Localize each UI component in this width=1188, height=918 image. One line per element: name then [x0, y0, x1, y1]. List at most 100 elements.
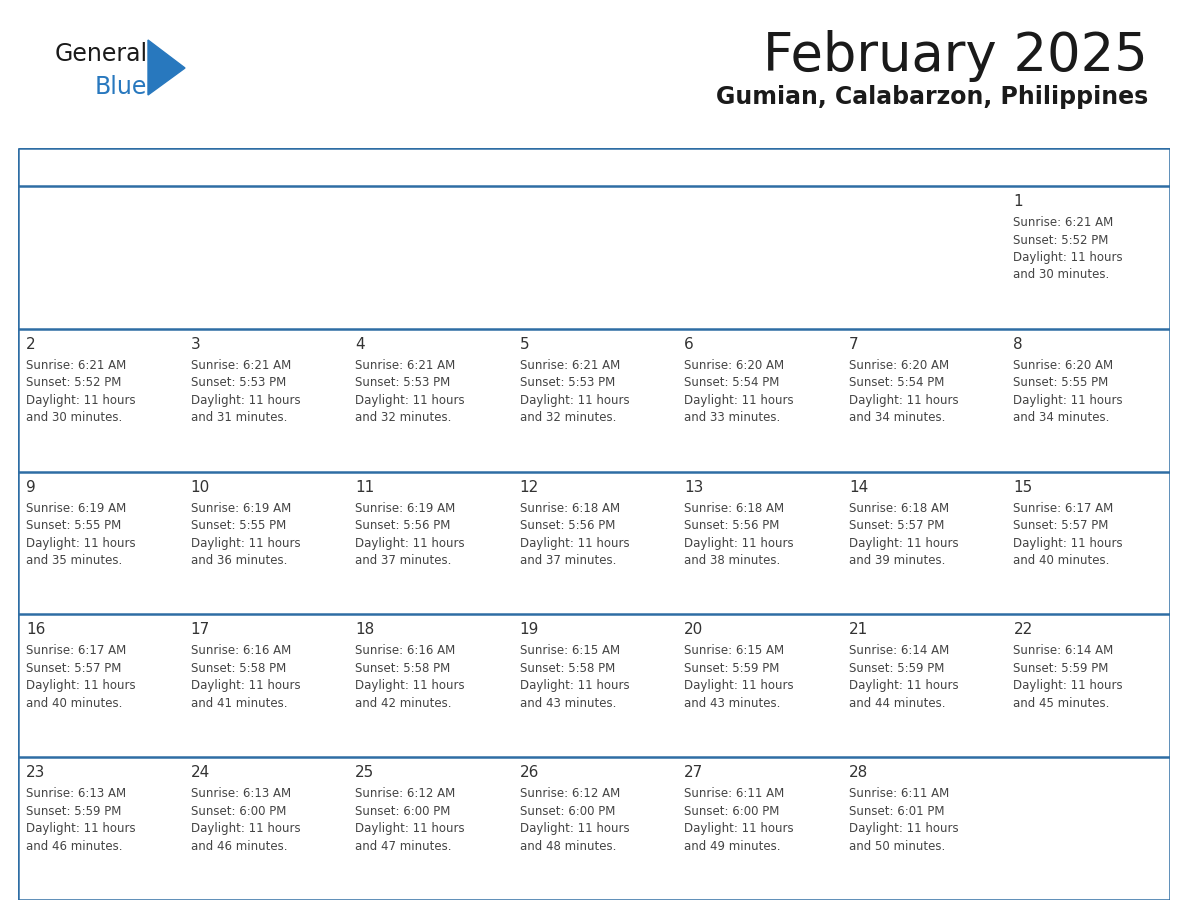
Text: Gumian, Calabarzon, Philippines: Gumian, Calabarzon, Philippines — [715, 85, 1148, 109]
Text: Sunrise: 6:13 AM: Sunrise: 6:13 AM — [26, 788, 126, 800]
Text: 14: 14 — [849, 479, 868, 495]
Text: Daylight: 11 hours: Daylight: 11 hours — [355, 823, 465, 835]
Text: and 36 minutes.: and 36 minutes. — [190, 554, 287, 567]
Text: and 37 minutes.: and 37 minutes. — [519, 554, 617, 567]
Text: 5: 5 — [519, 337, 530, 352]
Text: and 37 minutes.: and 37 minutes. — [355, 554, 451, 567]
Text: Daylight: 11 hours: Daylight: 11 hours — [26, 823, 135, 835]
Text: Sunset: 5:55 PM: Sunset: 5:55 PM — [26, 519, 121, 532]
Text: 20: 20 — [684, 622, 703, 637]
Text: and 31 minutes.: and 31 minutes. — [190, 411, 287, 424]
Text: Sunset: 5:56 PM: Sunset: 5:56 PM — [684, 519, 779, 532]
Text: and 43 minutes.: and 43 minutes. — [684, 697, 781, 710]
Text: Daylight: 11 hours: Daylight: 11 hours — [190, 679, 301, 692]
Text: and 44 minutes.: and 44 minutes. — [849, 697, 946, 710]
Text: Sunset: 5:58 PM: Sunset: 5:58 PM — [190, 662, 286, 675]
Text: 1: 1 — [1013, 194, 1023, 209]
Text: Sunset: 5:59 PM: Sunset: 5:59 PM — [1013, 662, 1108, 675]
Text: 7: 7 — [849, 337, 859, 352]
Text: Sunset: 5:57 PM: Sunset: 5:57 PM — [849, 519, 944, 532]
Text: Daylight: 11 hours: Daylight: 11 hours — [26, 537, 135, 550]
Text: and 33 minutes.: and 33 minutes. — [684, 411, 781, 424]
Text: Daylight: 11 hours: Daylight: 11 hours — [519, 679, 630, 692]
Text: Sunrise: 6:21 AM: Sunrise: 6:21 AM — [519, 359, 620, 372]
Text: Sunrise: 6:18 AM: Sunrise: 6:18 AM — [519, 501, 620, 515]
Text: Daylight: 11 hours: Daylight: 11 hours — [849, 394, 959, 407]
Text: and 41 minutes.: and 41 minutes. — [190, 697, 287, 710]
Text: Sunset: 5:57 PM: Sunset: 5:57 PM — [1013, 519, 1108, 532]
Text: Daylight: 11 hours: Daylight: 11 hours — [849, 679, 959, 692]
Text: and 32 minutes.: and 32 minutes. — [355, 411, 451, 424]
Text: 22: 22 — [1013, 622, 1032, 637]
Text: 3: 3 — [190, 337, 201, 352]
Text: Saturday: Saturday — [1016, 158, 1097, 173]
Text: Daylight: 11 hours: Daylight: 11 hours — [684, 823, 794, 835]
Text: Sunset: 5:52 PM: Sunset: 5:52 PM — [1013, 233, 1108, 247]
Text: Sunset: 5:55 PM: Sunset: 5:55 PM — [1013, 376, 1108, 389]
Text: Sunrise: 6:15 AM: Sunrise: 6:15 AM — [519, 644, 620, 657]
Text: Wednesday: Wednesday — [522, 158, 625, 173]
Text: Daylight: 11 hours: Daylight: 11 hours — [190, 394, 301, 407]
Text: Sunrise: 6:20 AM: Sunrise: 6:20 AM — [684, 359, 784, 372]
Text: Sunday: Sunday — [29, 158, 95, 173]
Text: 2: 2 — [26, 337, 36, 352]
Text: Sunrise: 6:19 AM: Sunrise: 6:19 AM — [355, 501, 455, 515]
Text: Sunrise: 6:18 AM: Sunrise: 6:18 AM — [849, 501, 949, 515]
Text: and 46 minutes.: and 46 minutes. — [26, 840, 122, 853]
Text: Sunrise: 6:21 AM: Sunrise: 6:21 AM — [26, 359, 126, 372]
Text: 11: 11 — [355, 479, 374, 495]
Text: 12: 12 — [519, 479, 539, 495]
Text: 28: 28 — [849, 766, 868, 780]
Text: and 47 minutes.: and 47 minutes. — [355, 840, 451, 853]
Text: Sunset: 5:59 PM: Sunset: 5:59 PM — [849, 662, 944, 675]
Text: Sunset: 5:53 PM: Sunset: 5:53 PM — [190, 376, 286, 389]
Text: and 40 minutes.: and 40 minutes. — [26, 697, 122, 710]
Text: Sunrise: 6:12 AM: Sunrise: 6:12 AM — [355, 788, 455, 800]
Text: Sunrise: 6:18 AM: Sunrise: 6:18 AM — [684, 501, 784, 515]
Text: Sunrise: 6:21 AM: Sunrise: 6:21 AM — [355, 359, 455, 372]
Text: Sunset: 5:59 PM: Sunset: 5:59 PM — [26, 805, 121, 818]
Text: Thursday: Thursday — [687, 158, 770, 173]
Text: and 40 minutes.: and 40 minutes. — [1013, 554, 1110, 567]
Polygon shape — [148, 40, 185, 95]
Text: and 30 minutes.: and 30 minutes. — [26, 411, 122, 424]
Text: Sunrise: 6:11 AM: Sunrise: 6:11 AM — [849, 788, 949, 800]
Text: Daylight: 11 hours: Daylight: 11 hours — [1013, 537, 1123, 550]
Text: Sunrise: 6:14 AM: Sunrise: 6:14 AM — [1013, 644, 1113, 657]
Text: 18: 18 — [355, 622, 374, 637]
Text: 16: 16 — [26, 622, 45, 637]
Text: Daylight: 11 hours: Daylight: 11 hours — [519, 823, 630, 835]
Text: Sunrise: 6:12 AM: Sunrise: 6:12 AM — [519, 788, 620, 800]
Text: February 2025: February 2025 — [763, 30, 1148, 82]
Text: 4: 4 — [355, 337, 365, 352]
Text: Sunrise: 6:15 AM: Sunrise: 6:15 AM — [684, 644, 784, 657]
Text: and 42 minutes.: and 42 minutes. — [355, 697, 451, 710]
Text: Monday: Monday — [192, 158, 264, 173]
Text: Sunrise: 6:16 AM: Sunrise: 6:16 AM — [190, 644, 291, 657]
Text: Sunset: 5:55 PM: Sunset: 5:55 PM — [190, 519, 286, 532]
Text: 17: 17 — [190, 622, 210, 637]
Text: and 43 minutes.: and 43 minutes. — [519, 697, 617, 710]
Text: Sunset: 5:59 PM: Sunset: 5:59 PM — [684, 662, 779, 675]
Text: 8: 8 — [1013, 337, 1023, 352]
Text: Sunset: 5:58 PM: Sunset: 5:58 PM — [355, 662, 450, 675]
Text: Daylight: 11 hours: Daylight: 11 hours — [684, 394, 794, 407]
Text: Friday: Friday — [851, 158, 906, 173]
Text: General: General — [55, 42, 148, 66]
Text: Sunrise: 6:11 AM: Sunrise: 6:11 AM — [684, 788, 784, 800]
Text: 19: 19 — [519, 622, 539, 637]
Text: Sunset: 5:52 PM: Sunset: 5:52 PM — [26, 376, 121, 389]
Text: and 35 minutes.: and 35 minutes. — [26, 554, 122, 567]
Text: 23: 23 — [26, 766, 45, 780]
Text: Sunset: 5:53 PM: Sunset: 5:53 PM — [355, 376, 450, 389]
Text: and 39 minutes.: and 39 minutes. — [849, 554, 946, 567]
Text: Sunset: 6:00 PM: Sunset: 6:00 PM — [355, 805, 450, 818]
Text: Tuesday: Tuesday — [358, 158, 430, 173]
Text: Blue: Blue — [95, 75, 147, 99]
Text: Sunset: 5:56 PM: Sunset: 5:56 PM — [355, 519, 450, 532]
Text: 24: 24 — [190, 766, 210, 780]
Text: Daylight: 11 hours: Daylight: 11 hours — [519, 394, 630, 407]
Text: 13: 13 — [684, 479, 703, 495]
Text: Daylight: 11 hours: Daylight: 11 hours — [190, 823, 301, 835]
Text: 27: 27 — [684, 766, 703, 780]
